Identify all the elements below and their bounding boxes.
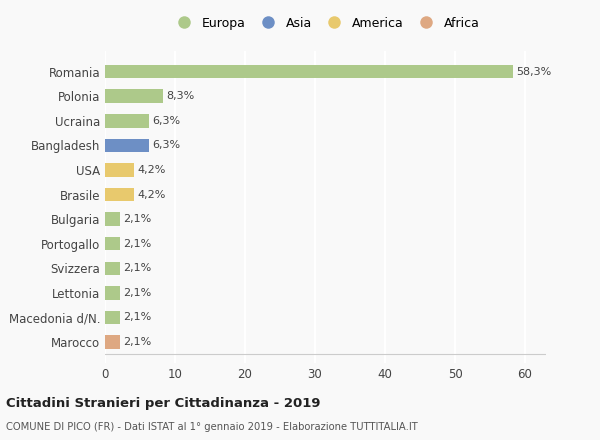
Bar bbox=[105, 237, 120, 250]
Text: 8,3%: 8,3% bbox=[167, 91, 195, 101]
Text: 58,3%: 58,3% bbox=[517, 66, 552, 77]
Bar bbox=[105, 188, 134, 201]
Text: Cittadini Stranieri per Cittadinanza - 2019: Cittadini Stranieri per Cittadinanza - 2… bbox=[6, 397, 320, 410]
Text: 6,3%: 6,3% bbox=[152, 116, 181, 126]
Bar bbox=[105, 65, 513, 78]
Text: 6,3%: 6,3% bbox=[152, 140, 181, 150]
Bar bbox=[105, 163, 134, 177]
Text: 2,1%: 2,1% bbox=[123, 214, 151, 224]
Text: 2,1%: 2,1% bbox=[123, 288, 151, 298]
Text: 2,1%: 2,1% bbox=[123, 263, 151, 273]
Bar bbox=[105, 114, 149, 128]
Bar bbox=[105, 286, 120, 300]
Text: 2,1%: 2,1% bbox=[123, 312, 151, 323]
Bar bbox=[105, 261, 120, 275]
Text: 2,1%: 2,1% bbox=[123, 238, 151, 249]
Text: 4,2%: 4,2% bbox=[138, 190, 166, 199]
Bar bbox=[105, 139, 149, 152]
Bar bbox=[105, 213, 120, 226]
Text: COMUNE DI PICO (FR) - Dati ISTAT al 1° gennaio 2019 - Elaborazione TUTTITALIA.IT: COMUNE DI PICO (FR) - Dati ISTAT al 1° g… bbox=[6, 422, 418, 433]
Bar bbox=[105, 89, 163, 103]
Text: 2,1%: 2,1% bbox=[123, 337, 151, 347]
Legend: Europa, Asia, America, Africa: Europa, Asia, America, Africa bbox=[168, 13, 483, 33]
Bar bbox=[105, 335, 120, 349]
Text: 4,2%: 4,2% bbox=[138, 165, 166, 175]
Bar bbox=[105, 311, 120, 324]
